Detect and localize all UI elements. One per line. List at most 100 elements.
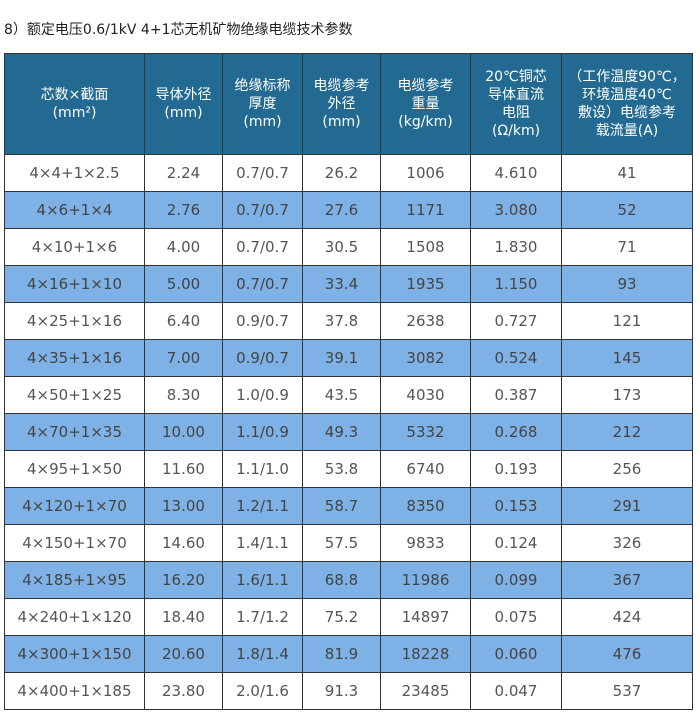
table-cell: 13.00 xyxy=(144,487,223,525)
table-cell: 27.6 xyxy=(302,191,381,229)
table-cell: 2638 xyxy=(380,302,471,340)
table-cell: 53.8 xyxy=(302,450,381,488)
table-cell: 16.20 xyxy=(144,561,223,599)
table-cell: 43.5 xyxy=(302,376,381,414)
table-cell: 1.1/1.0 xyxy=(222,450,303,488)
table-row: 4×400+1×185 23.80 2.0/1.6 91.3 23485 0.047 537 xyxy=(4,672,693,710)
table-cell: 1.2/1.1 xyxy=(222,487,303,525)
table-cell: 4×16+1×10 xyxy=(4,265,145,303)
table-cell: 0.193 xyxy=(470,450,562,488)
table-cell: 9833 xyxy=(380,524,471,562)
table-cell: 93 xyxy=(561,265,693,303)
table-cell: 30.5 xyxy=(302,228,381,266)
table-cell: 6740 xyxy=(380,450,471,488)
table-row: 4×95+1×50 11.60 1.1/1.0 53.8 6740 0.193 256 xyxy=(4,450,693,488)
table-cell: 0.387 xyxy=(470,376,562,414)
table-row: 4×10+1×6 4.00 0.7/0.7 30.5 1508 1.830 71 xyxy=(4,228,693,266)
table-cell: 4×185+1×95 xyxy=(4,561,145,599)
table-cell: 145 xyxy=(561,339,693,377)
table-cell: 0.727 xyxy=(470,302,562,340)
table-cell: 1.150 xyxy=(470,265,562,303)
table-cell: 1.0/0.9 xyxy=(222,376,303,414)
table-cell: 4×70+1×35 xyxy=(4,413,145,451)
table-cell: 1.4/1.1 xyxy=(222,524,303,562)
table-cell: 68.8 xyxy=(302,561,381,599)
table-cell: 49.3 xyxy=(302,413,381,451)
table-cell: 2.24 xyxy=(144,154,223,192)
table-cell: 11.60 xyxy=(144,450,223,488)
table-cell: 4×300+1×150 xyxy=(4,635,145,673)
table-cell: 537 xyxy=(561,672,693,710)
table-cell: 326 xyxy=(561,524,693,562)
table-cell: 1935 xyxy=(380,265,471,303)
table-cell: 0.9/0.7 xyxy=(222,339,303,377)
table-cell: 0.268 xyxy=(470,413,562,451)
table-cell: 0.7/0.7 xyxy=(222,191,303,229)
table-cell: 23485 xyxy=(380,672,471,710)
table-cell: 58.7 xyxy=(302,487,381,525)
table-cell: 6.40 xyxy=(144,302,223,340)
table-cell: 8350 xyxy=(380,487,471,525)
table-cell: 212 xyxy=(561,413,693,451)
table-cell: 11986 xyxy=(380,561,471,599)
column-header: 绝缘标称 厚度 (mm) xyxy=(222,53,303,155)
table-cell: 4×6+1×4 xyxy=(4,191,145,229)
table-cell: 75.2 xyxy=(302,598,381,636)
column-header: （工作温度90℃， 环境温度40℃ 敷设）电缆参考 载流量(A) xyxy=(561,53,693,155)
document-title: 8）额定电压0.6/1kV 4+1芯无机矿物绝缘电缆技术参数 xyxy=(4,22,353,38)
table-cell: 71 xyxy=(561,228,693,266)
table-row: 4×16+1×10 5.00 0.7/0.7 33.4 1935 1.150 93 xyxy=(4,265,693,303)
table-cell: 0.075 xyxy=(470,598,562,636)
table-cell: 5332 xyxy=(380,413,471,451)
table-cell: 14.60 xyxy=(144,524,223,562)
table-cell: 0.9/0.7 xyxy=(222,302,303,340)
table-cell: 18228 xyxy=(380,635,471,673)
table-cell: 0.153 xyxy=(470,487,562,525)
table-cell: 0.7/0.7 xyxy=(222,154,303,192)
table-cell: 1.6/1.1 xyxy=(222,561,303,599)
table-header-row: 芯数×截面 (mm²) 导体外径 (mm) 绝缘标称 厚度 (mm) 电缆参考 外径 … xyxy=(4,53,693,155)
table-cell: 7.00 xyxy=(144,339,223,377)
table-cell: 0.099 xyxy=(470,561,562,599)
table-cell: 4030 xyxy=(380,376,471,414)
table-row: 4×185+1×95 16.20 1.6/1.1 68.8 11986 0.099 367 xyxy=(4,561,693,599)
table-cell: 4×120+1×70 xyxy=(4,487,145,525)
table-cell: 3082 xyxy=(380,339,471,377)
table-row: 4×70+1×35 10.00 1.1/0.9 49.3 5332 0.268 212 xyxy=(4,413,693,451)
table-cell: 26.2 xyxy=(302,154,381,192)
table-cell: 1006 xyxy=(380,154,471,192)
table-cell: 4×4+1×2.5 xyxy=(4,154,145,192)
table-cell: 20.60 xyxy=(144,635,223,673)
column-header: 芯数×截面 (mm²) xyxy=(4,53,145,155)
table-cell: 1.8/1.4 xyxy=(222,635,303,673)
table-row: 4×50+1×25 8.30 1.0/0.9 43.5 4030 0.387 173 xyxy=(4,376,693,414)
table-row: 4×150+1×70 14.60 1.4/1.1 57.5 9833 0.124 326 xyxy=(4,524,693,562)
table-cell: 2.0/1.6 xyxy=(222,672,303,710)
table-cell: 14897 xyxy=(380,598,471,636)
table-cell: 4×50+1×25 xyxy=(4,376,145,414)
table-cell: 5.00 xyxy=(144,265,223,303)
table-row: 4×120+1×70 13.00 1.2/1.1 58.7 8350 0.153 291 xyxy=(4,487,693,525)
table-cell: 367 xyxy=(561,561,693,599)
table-cell: 0.7/0.7 xyxy=(222,228,303,266)
table-row: 4×6+1×4 2.76 0.7/0.7 27.6 1171 3.080 52 xyxy=(4,191,693,229)
table-cell: 1171 xyxy=(380,191,471,229)
table-cell: 256 xyxy=(561,450,693,488)
table-cell: 4.00 xyxy=(144,228,223,266)
table-cell: 173 xyxy=(561,376,693,414)
table-cell: 41 xyxy=(561,154,693,192)
table-cell: 8.30 xyxy=(144,376,223,414)
table-cell: 81.9 xyxy=(302,635,381,673)
table-cell: 0.060 xyxy=(470,635,562,673)
table-cell: 91.3 xyxy=(302,672,381,710)
table-cell: 0.047 xyxy=(470,672,562,710)
table-cell: 37.8 xyxy=(302,302,381,340)
column-header: 电缆参考 重量 (kg/km) xyxy=(380,53,471,155)
cable-parameters-table: 芯数×截面 (mm²) 导体外径 (mm) 绝缘标称 厚度 (mm) 电缆参考 外径 … xyxy=(4,53,693,710)
table-cell: 2.76 xyxy=(144,191,223,229)
column-header: 20℃铜芯 导体直流 电阻 (Ω/km) xyxy=(470,53,562,155)
table-cell: 57.5 xyxy=(302,524,381,562)
table-cell: 1.7/1.2 xyxy=(222,598,303,636)
table-cell: 1508 xyxy=(380,228,471,266)
column-header: 导体外径 (mm) xyxy=(144,53,223,155)
